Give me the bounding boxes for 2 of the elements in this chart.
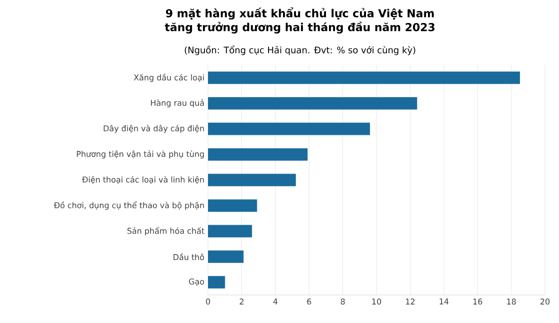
chart-title: 9 mặt hàng xuất khẩu chủ lực của Việt Nam tăng trưởng dương hai tháng đầu năm 2023 bbox=[164, 7, 434, 34]
chart-subtitle: (Nguồn: Tổng cục Hải quan. Đvt: % so với cùng kỳ) bbox=[184, 46, 416, 56]
